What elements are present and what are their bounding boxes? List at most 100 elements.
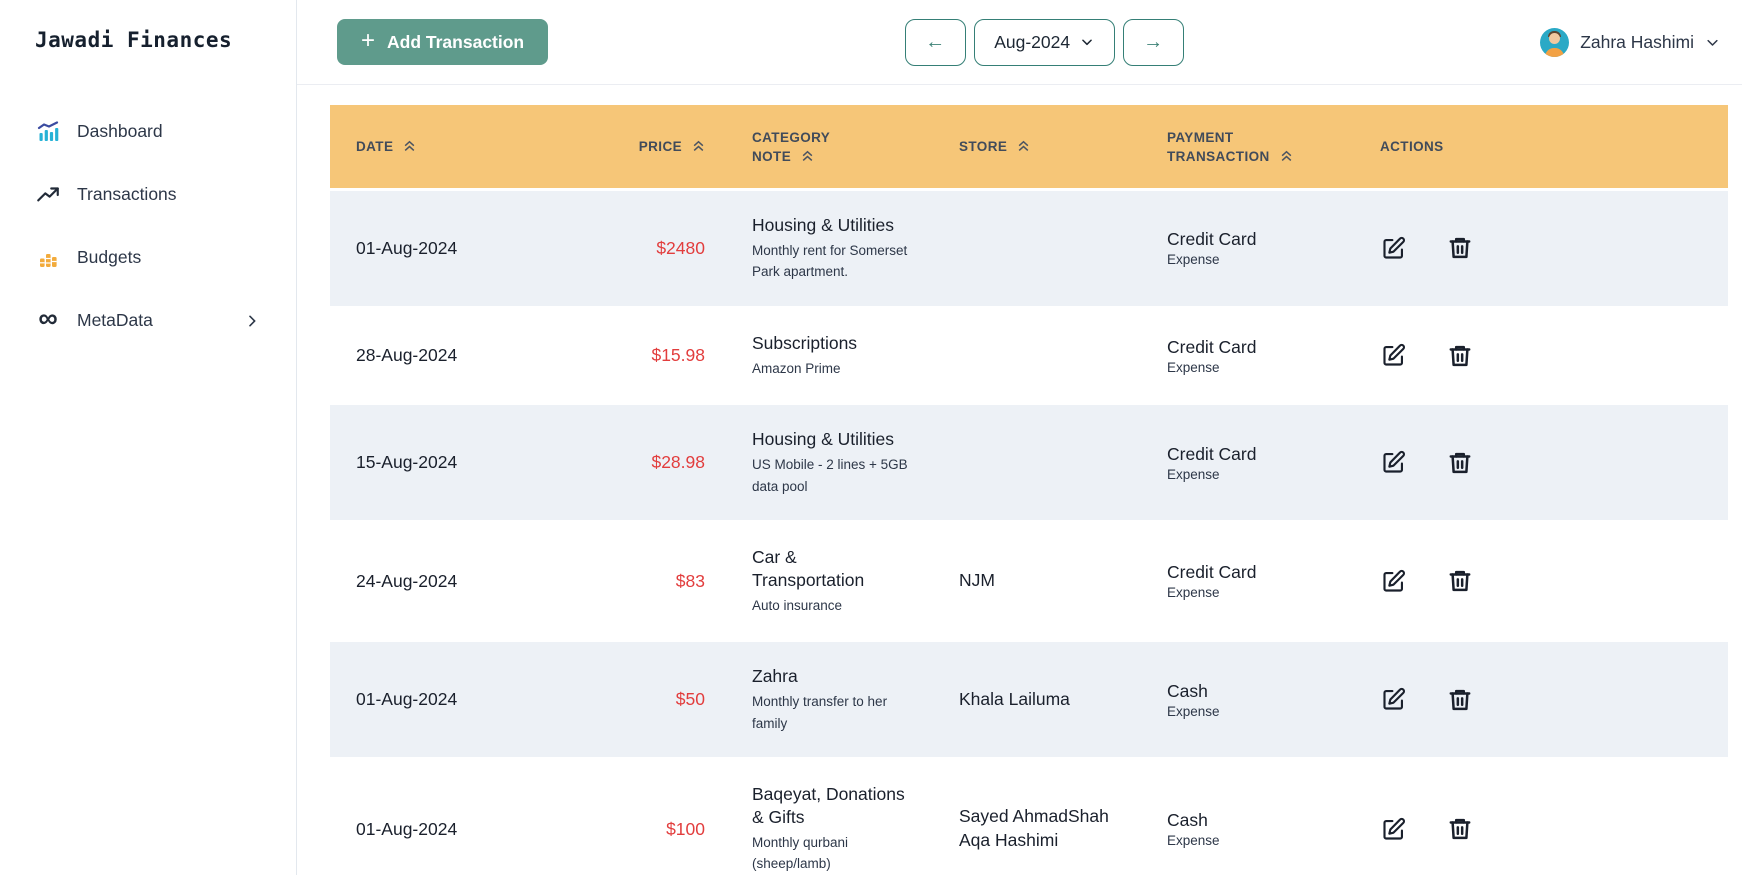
previous-month-button[interactable]: ←	[904, 18, 966, 66]
edit-button[interactable]	[1380, 686, 1407, 713]
row-actions	[1374, 816, 1728, 843]
table-row: 28-Aug-2024 $15.98 Subscriptions Amazon …	[330, 305, 1728, 403]
transaction-date: 15-Aug-2024	[356, 452, 458, 473]
avatar	[1540, 27, 1570, 57]
sidebar-item-label: Transactions	[77, 184, 177, 204]
transaction-category: Housing & Utilities	[752, 215, 894, 235]
column-header-category-note[interactable]: CATEGORY NOTE	[752, 129, 831, 164]
add-transaction-button[interactable]: + Add Transaction	[337, 19, 549, 65]
row-actions	[1374, 568, 1728, 595]
user-menu[interactable]: Zahra Hashimi	[1540, 27, 1720, 57]
payment-method: Cash	[1167, 810, 1208, 831]
transaction-type: Expense	[1167, 252, 1220, 268]
transaction-type: Expense	[1167, 703, 1220, 719]
payment-method: Cash	[1167, 680, 1208, 701]
column-header-date[interactable]: DATE	[330, 139, 610, 154]
table-row: 01-Aug-2024 $2480 Housing & Utilities Mo…	[330, 188, 1728, 306]
edit-button[interactable]	[1380, 568, 1407, 595]
payment-method: Credit Card	[1167, 229, 1257, 250]
transaction-category: Baqeyat, Donations & Gifts	[752, 784, 905, 827]
transaction-price: $28.98	[651, 452, 705, 473]
delete-button[interactable]	[1447, 816, 1473, 842]
sort-icon	[1017, 140, 1030, 153]
table-row: 15-Aug-2024 $28.98 Housing & Utilities U…	[330, 402, 1728, 521]
transaction-payment-cell: Credit Card Expense	[1167, 444, 1374, 482]
transaction-category-cell: Zahra Monthly transfer to her family	[705, 665, 959, 734]
edit-button[interactable]	[1380, 449, 1407, 476]
arrow-right-icon: →	[1143, 30, 1164, 53]
edit-button[interactable]	[1380, 235, 1407, 262]
transaction-type: Expense	[1167, 833, 1220, 849]
sidebar-item-budgets[interactable]: Budgets	[35, 226, 296, 289]
chevron-down-icon	[1707, 39, 1718, 46]
chevron-right-icon	[244, 313, 260, 329]
transaction-category-cell: Housing & Utilities US Mobile - 2 lines …	[705, 428, 959, 497]
transaction-date: 01-Aug-2024	[356, 689, 458, 710]
column-header-price[interactable]: PRICE	[610, 139, 705, 154]
sidebar-item-label: Dashboard	[77, 121, 163, 141]
transaction-note: Auto insurance	[752, 597, 843, 613]
trash-icon	[1449, 689, 1471, 710]
transaction-store: NJM	[959, 570, 995, 591]
column-header-store[interactable]: STORE	[959, 139, 1167, 154]
transaction-store: Khala Lailuma	[959, 688, 1070, 709]
sidebar-item-dashboard[interactable]: Dashboard	[35, 100, 296, 163]
month-navigation: ← Aug-2024 →	[548, 18, 1540, 66]
delete-button[interactable]	[1447, 343, 1473, 369]
transaction-type: Expense	[1167, 359, 1220, 375]
transaction-type: Expense	[1167, 585, 1220, 601]
month-select[interactable]: Aug-2024	[973, 18, 1115, 66]
payment-method: Credit Card	[1167, 336, 1257, 357]
sort-icon	[801, 150, 814, 163]
row-actions	[1374, 235, 1728, 262]
transaction-date: 24-Aug-2024	[356, 570, 458, 591]
column-header-actions: ACTIONS	[1380, 139, 1444, 154]
transaction-note: Monthly qurbani (sheep/lamb)	[752, 834, 849, 872]
chevron-down-icon	[1082, 39, 1092, 46]
delete-button[interactable]	[1447, 235, 1473, 261]
trash-icon	[1449, 571, 1471, 592]
sidebar-item-transactions[interactable]: Transactions	[35, 163, 296, 226]
row-actions	[1374, 686, 1728, 713]
sidebar-item-label: MetaData	[77, 310, 153, 330]
transaction-date: 28-Aug-2024	[356, 345, 458, 366]
transaction-category-cell: Car & Transportation Auto insurance	[705, 546, 959, 616]
edit-button[interactable]	[1380, 342, 1407, 369]
transaction-category: Housing & Utilities	[752, 429, 894, 450]
table-row: 01-Aug-2024 $50 Zahra Monthly transfer t…	[330, 639, 1728, 758]
table-row: 01-Aug-2024 $100 Baqeyat, Donations & Gi…	[330, 757, 1728, 875]
transaction-note: US Mobile - 2 lines + 5GB data pool	[752, 457, 908, 494]
table-row: 24-Aug-2024 $83 Car & Transportation Aut…	[330, 520, 1728, 640]
edit-button[interactable]	[1380, 816, 1407, 843]
transaction-price: $15.98	[651, 345, 705, 366]
app-logo: Jawadi Finances	[35, 28, 233, 52]
table-header-row: DATE PRICE CATEGORY NOTE	[330, 105, 1728, 188]
column-header-payment-transaction[interactable]: PAYMENT TRANSACTION	[1167, 130, 1374, 164]
transaction-payment-cell: Credit Card Expense	[1167, 229, 1374, 267]
transaction-date: 01-Aug-2024	[356, 237, 458, 258]
sidebar: Jawadi Finances Dashboard	[0, 0, 297, 875]
transaction-type: Expense	[1167, 466, 1220, 482]
row-actions	[1374, 342, 1728, 369]
sort-icon	[692, 140, 705, 153]
sidebar-item-metadata[interactable]: ∞ MetaData	[35, 289, 296, 352]
transaction-price: $2480	[656, 237, 705, 258]
budget-coins-icon	[35, 245, 61, 271]
transaction-price: $100	[666, 818, 705, 839]
transaction-category: Subscriptions	[752, 332, 858, 353]
edit-icon	[1383, 236, 1405, 259]
transaction-price: $50	[675, 689, 705, 710]
edit-icon	[1383, 817, 1405, 840]
sort-icon	[403, 140, 416, 153]
transaction-date: 01-Aug-2024	[356, 818, 458, 839]
transaction-category-cell: Subscriptions Amazon Prime	[705, 332, 959, 379]
transaction-category-cell: Baqeyat, Donations & Gifts Monthly qurba…	[705, 783, 959, 875]
user-name: Zahra Hashimi	[1580, 31, 1694, 52]
delete-button[interactable]	[1447, 568, 1473, 594]
sidebar-nav: Dashboard Transactions	[35, 100, 296, 352]
trash-icon	[1449, 345, 1471, 366]
transaction-note: Monthly rent for Somerset Park apartment…	[752, 242, 908, 280]
delete-button[interactable]	[1447, 450, 1473, 476]
next-month-button[interactable]: →	[1122, 18, 1184, 66]
delete-button[interactable]	[1447, 687, 1473, 713]
